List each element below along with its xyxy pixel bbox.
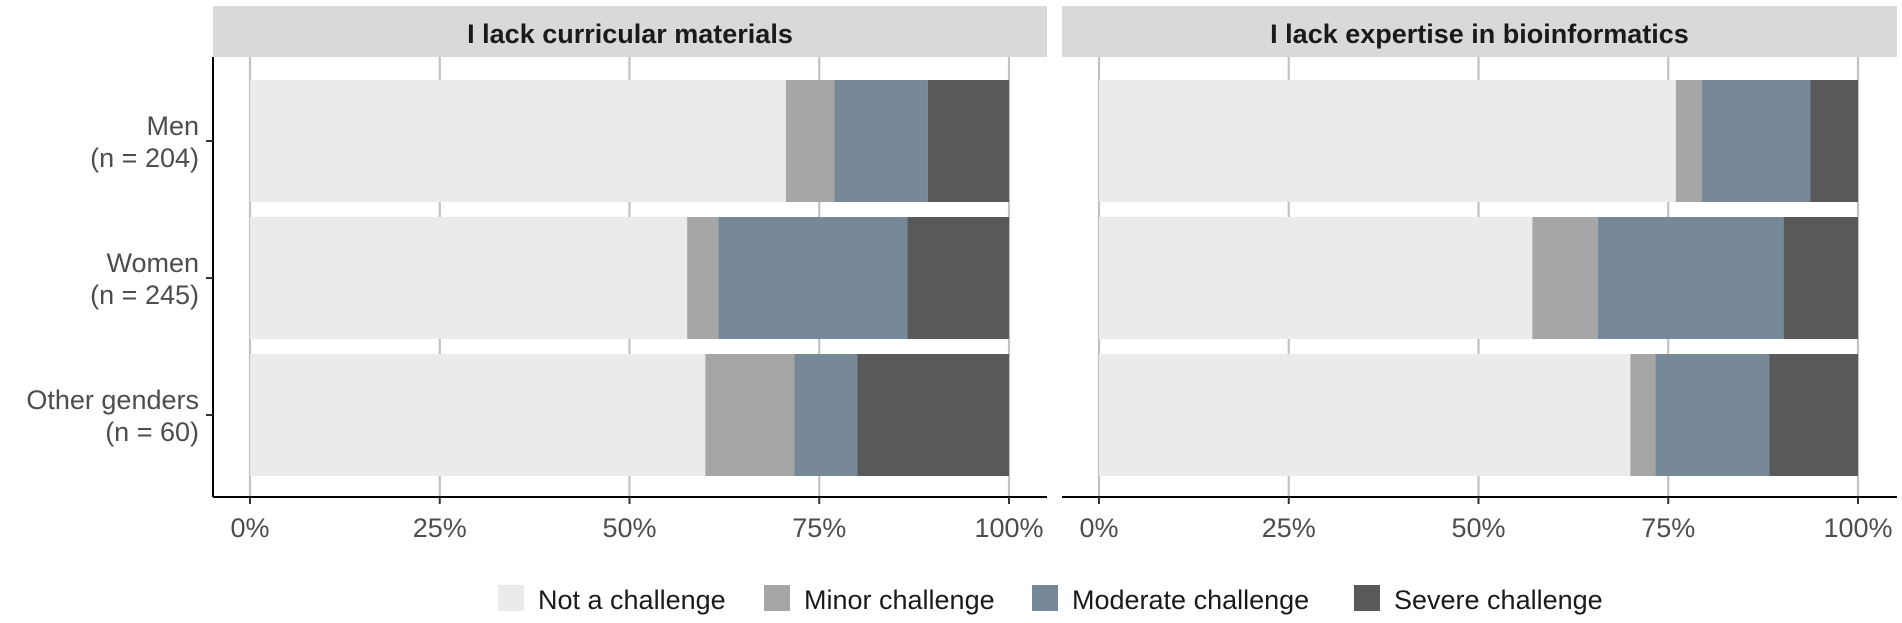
bar-segment xyxy=(718,217,908,339)
x-tick-label: 75% xyxy=(1641,513,1695,543)
x-tick-label: 100% xyxy=(974,513,1043,543)
bar-segment xyxy=(1099,217,1533,339)
x-tick-label: 0% xyxy=(230,513,269,543)
facet-panel-2: I lack expertise in bioinformatics 0% 25% 5… xyxy=(1062,6,1897,543)
legend-label: Moderate challenge xyxy=(1072,585,1309,615)
category-label: Women (n = 245) xyxy=(90,248,199,310)
x-tick-label: 25% xyxy=(413,513,467,543)
facet-panel-1: I lack curricular materials 0% 25% 50% 75% 10… xyxy=(212,6,1047,543)
legend-swatch xyxy=(1354,585,1380,611)
bar-segment xyxy=(705,354,795,476)
bar-segment xyxy=(857,354,1009,476)
bar-segment xyxy=(1099,354,1631,476)
x-tick-label: 0% xyxy=(1079,513,1118,543)
bar-segment xyxy=(1769,354,1858,476)
legend: Not a challenge Minor challenge Moderate c… xyxy=(498,585,1603,615)
x-tick-label: 50% xyxy=(602,513,656,543)
bar-segment xyxy=(1810,80,1858,202)
bar-segment xyxy=(1630,354,1656,476)
y-axis-labels: Men (n = 204) Women (n = 245) Other genders(… xyxy=(26,111,213,447)
legend-label: Minor challenge xyxy=(804,585,995,615)
x-tick-label: 75% xyxy=(792,513,846,543)
bar-segment xyxy=(250,80,786,202)
bar-segment xyxy=(1655,354,1770,476)
x-tick-label: 25% xyxy=(1262,513,1316,543)
legend-swatch xyxy=(498,585,524,611)
legend-swatch xyxy=(764,585,790,611)
bar-segment xyxy=(907,217,1009,339)
facet-title: I lack expertise in bioinformatics xyxy=(1270,19,1689,49)
legend-label: Not a challenge xyxy=(538,585,726,615)
bar-segment xyxy=(1783,217,1858,339)
legend-swatch xyxy=(1032,585,1058,611)
bar-segment xyxy=(1675,80,1702,202)
x-tick-label: 100% xyxy=(1823,513,1892,543)
category-label: Men (n = 204) xyxy=(90,111,199,173)
bar-segment xyxy=(250,354,706,476)
bar-segment xyxy=(687,217,719,339)
facet-strip xyxy=(1062,6,1897,57)
bar-segment xyxy=(1701,80,1811,202)
bar-segment xyxy=(1532,217,1598,339)
bar-segment xyxy=(250,217,688,339)
bar-segment xyxy=(1099,80,1676,202)
bar-segment xyxy=(834,80,928,202)
facet-strip xyxy=(213,6,1047,57)
bar-segment xyxy=(785,80,835,202)
facet-title: I lack curricular materials xyxy=(467,19,793,49)
category-label: Other genders (n = 60) xyxy=(26,385,199,447)
legend-label: Severe challenge xyxy=(1394,585,1603,615)
x-tick-label: 50% xyxy=(1451,513,1505,543)
bar-segment xyxy=(927,80,1009,202)
bar-segment xyxy=(794,354,858,476)
bar-segment xyxy=(1597,217,1784,339)
